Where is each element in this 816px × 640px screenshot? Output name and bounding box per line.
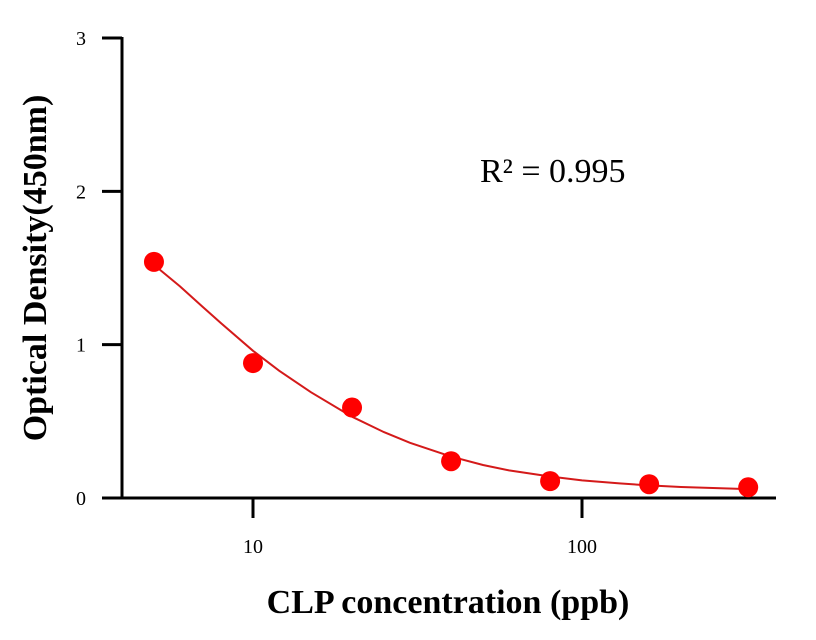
- data-point: [639, 474, 660, 495]
- y-tick-label: 0: [76, 488, 86, 510]
- y-tick-label: 3: [76, 28, 86, 50]
- x-tick-label: 10: [243, 536, 263, 558]
- data-points: [143, 251, 759, 498]
- x-tick-label: 100: [567, 536, 597, 558]
- data-point: [342, 397, 363, 418]
- data-point: [738, 477, 759, 498]
- r-squared-annotation: R² = 0.995: [480, 153, 626, 190]
- data-point: [540, 471, 561, 492]
- y-tick-label: 2: [76, 181, 86, 203]
- ticks: 0 1 2 3 10 100: [76, 28, 597, 558]
- data-point: [243, 353, 263, 374]
- data-point: [143, 251, 164, 272]
- data-point: [441, 451, 462, 472]
- x-axis-title: CLP concentration (ppb): [267, 584, 630, 621]
- y-axis-title: Optical Density(450nm): [17, 95, 54, 442]
- y-tick-label: 1: [76, 335, 86, 357]
- axes: [120, 37, 776, 500]
